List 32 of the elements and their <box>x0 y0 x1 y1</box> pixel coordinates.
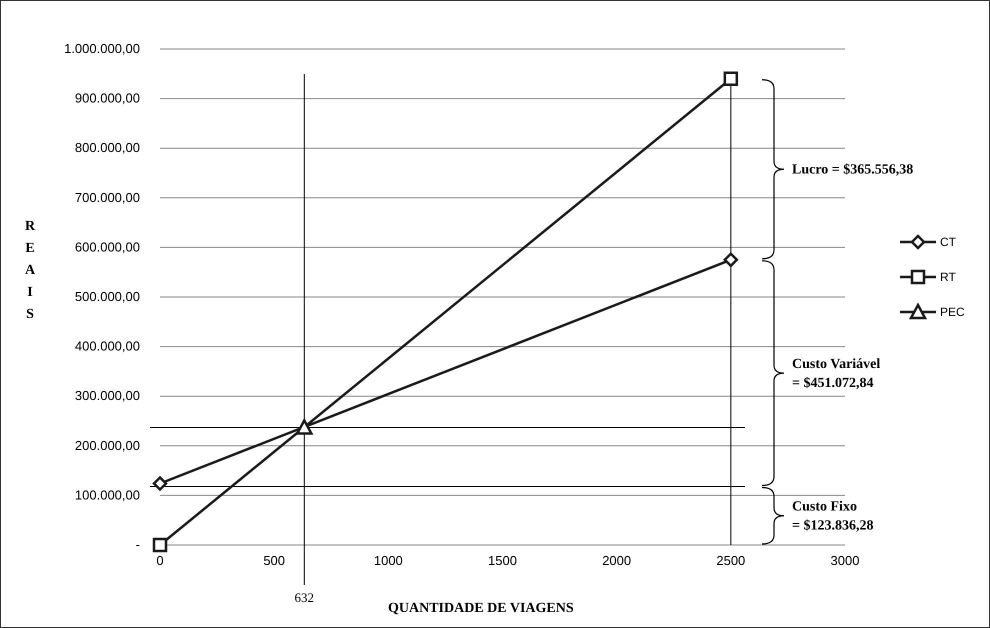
x-tick-label: 1500 <box>488 553 517 568</box>
x-tick-label: 1000 <box>374 553 403 568</box>
legend-label: PEC <box>940 305 966 319</box>
y-tick-label: 300.000,00 <box>74 388 140 404</box>
y-tick-label: 500.000,00 <box>74 289 140 304</box>
y-tick-label: 100.000,00 <box>74 487 140 502</box>
annotation: Lucro = $365.556,38 <box>792 162 914 178</box>
annotation: Custo Variável = $451.072,84 <box>792 357 880 392</box>
y-tick-label: 600.000,00 <box>74 239 140 254</box>
x-axis-title: QUANTIDADE DE VIAGENS <box>388 601 574 616</box>
point <box>724 72 738 86</box>
y-tick-label: 900.000,00 <box>74 90 140 106</box>
ref-line-label: 632 <box>294 590 314 605</box>
x-tick-label: 500 <box>263 553 286 568</box>
y-tick-label: 1.000.000,00 <box>64 41 140 56</box>
point <box>152 538 168 552</box>
y-tick-label: - <box>136 537 140 552</box>
y-tick-label: 200.000,00 <box>74 438 140 453</box>
y-tick-label: 700.000,00 <box>74 190 140 205</box>
x-tick-label: 3000 <box>830 553 860 568</box>
x-tick-label: 0 <box>156 553 164 568</box>
legend-label: RT <box>940 270 956 284</box>
x-tick-label: 2000 <box>602 553 632 568</box>
legend-label: CT <box>940 235 957 249</box>
y-tick-label: 800.000,00 <box>74 140 140 156</box>
point <box>296 419 313 435</box>
y-axis-title: REAIS <box>24 219 36 322</box>
y-tick-label: 400.000,00 <box>74 338 140 354</box>
x-tick-label: 2500 <box>716 553 746 568</box>
annotation: Custo Fixo = $123.836,28 <box>792 500 874 534</box>
point <box>152 476 168 491</box>
point <box>724 252 738 268</box>
